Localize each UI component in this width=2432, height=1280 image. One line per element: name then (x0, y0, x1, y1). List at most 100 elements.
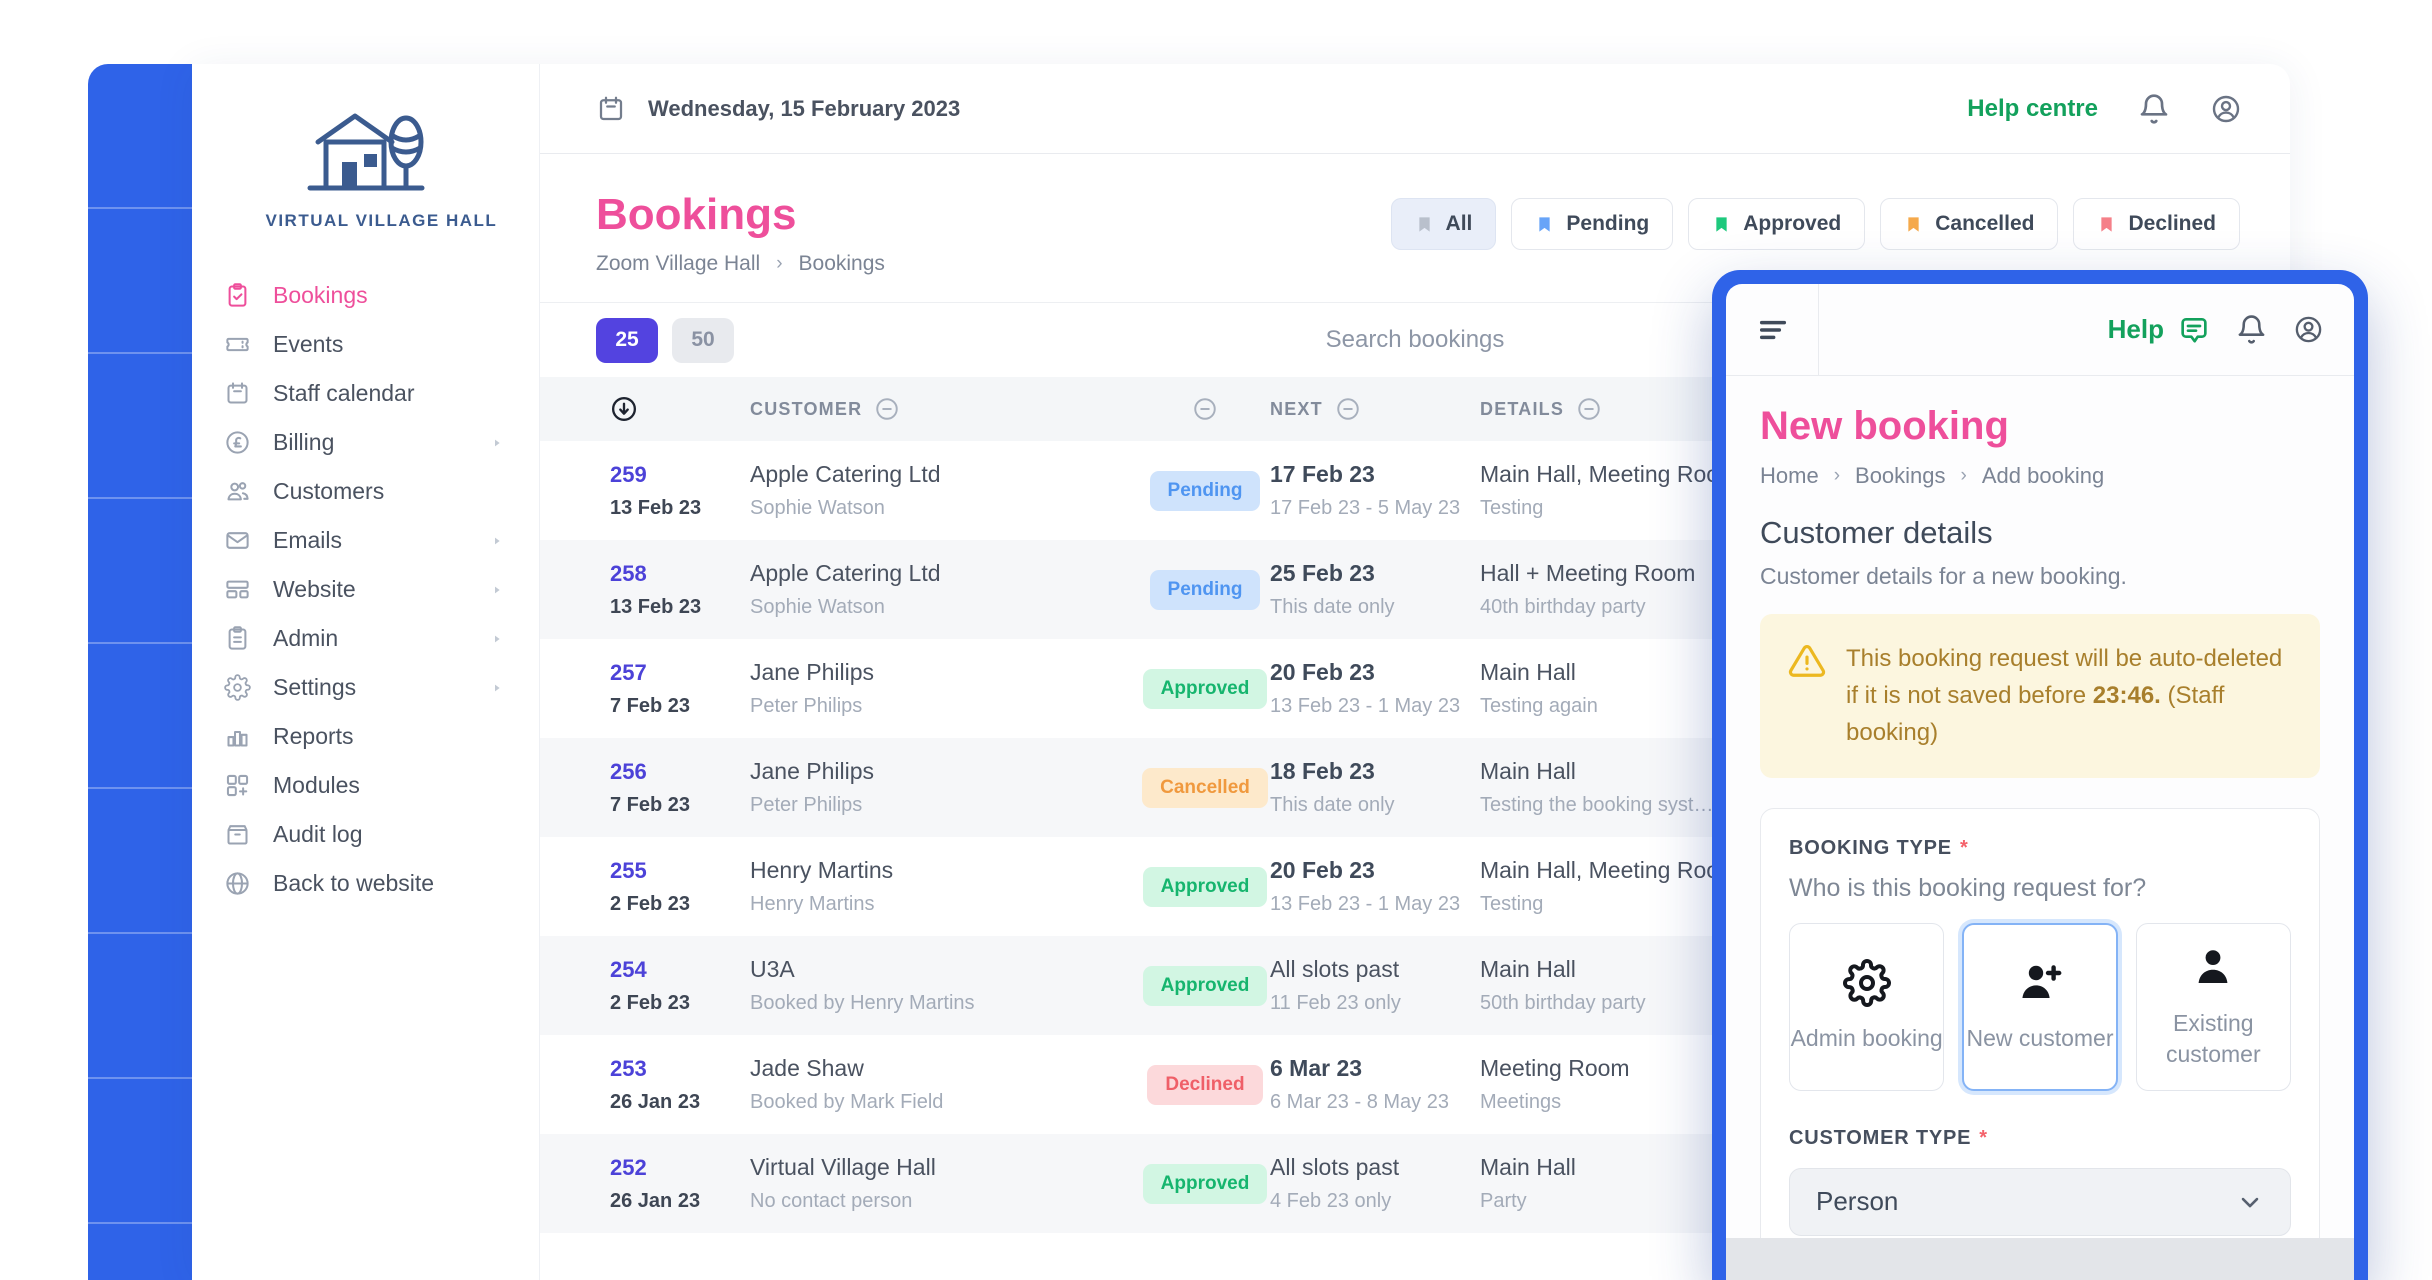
sort-down-icon[interactable] (610, 395, 638, 423)
booking-row-253[interactable]: 253 26 Jan 23 Jade Shaw Booked by Mark Fiel… (540, 1035, 2290, 1134)
customer-cell: Henry Martins Henry Martins (750, 857, 1140, 917)
sidebar-item-audit-log[interactable]: Audit log (192, 810, 539, 859)
filter-chip-approved[interactable]: Approved (1688, 198, 1866, 250)
sidebar-item-customers[interactable]: Customers (192, 467, 539, 516)
details-note: Meetings (1480, 1091, 1562, 1114)
filter-chip-all[interactable]: All (1390, 198, 1497, 250)
booking-id[interactable]: 254 (610, 956, 647, 982)
details-note: Testing (1480, 893, 1544, 916)
details-rooms: Main Hall (1480, 658, 1576, 685)
booking-id[interactable]: 253 (610, 1055, 647, 1081)
required-asterisk: * (1979, 1126, 1988, 1149)
booking-created-date: 2 Feb 23 (610, 892, 691, 915)
breadcrumb-separator: › (1960, 465, 1967, 486)
booking-id-cell: 254 2 Feb 23 (610, 957, 750, 1015)
booking-id[interactable]: 255 (610, 857, 647, 883)
next-date: 18 Feb 23 (1270, 757, 1375, 784)
booking-type-option-admin-booking[interactable]: Admin booking (1789, 922, 1945, 1091)
booking-row-255[interactable]: 255 2 Feb 23 Henry Martins Henry Martins App… (540, 837, 2290, 936)
section-title: Customer details (1760, 515, 1993, 550)
breadcrumb-item[interactable]: Bookings (798, 252, 885, 275)
chevron-down-icon (2236, 1188, 2264, 1216)
calendar-icon (596, 94, 626, 124)
collapse-column-icon[interactable] (1335, 396, 1361, 422)
filter-chip-label: All (1445, 212, 1473, 235)
collapse-column-icon[interactable] (1576, 396, 1602, 422)
breadcrumb-item[interactable]: Zoom Village Hall (596, 252, 761, 275)
status-badge: Approved (1142, 668, 1268, 709)
sidebar-item-emails[interactable]: Emails (192, 516, 539, 565)
customer-type-select[interactable]: Person (1789, 1167, 2291, 1236)
breadcrumb-item[interactable]: Bookings (1855, 463, 1946, 488)
sidebar-item-admin[interactable]: Admin (192, 614, 539, 663)
booking-id-cell: 255 2 Feb 23 (610, 858, 750, 916)
booking-id[interactable]: 257 (610, 659, 647, 685)
help-centre-link[interactable]: Help centre (1967, 94, 2098, 122)
booking-created-date: 13 Feb 23 (610, 595, 702, 618)
account-icon[interactable] (2210, 93, 2242, 125)
booking-id-cell: 256 7 Feb 23 (610, 759, 750, 817)
next-range: 17 Feb 23 - 5 May 23 (1270, 497, 1461, 520)
account-icon[interactable] (2293, 314, 2324, 345)
panel-footer-strip (1726, 1238, 2354, 1280)
sidebar-item-website[interactable]: Website (192, 565, 539, 614)
breadcrumb-item[interactable]: Add booking (1981, 463, 2105, 488)
filter-chip-pending[interactable]: Pending (1511, 198, 1674, 250)
breadcrumb: Zoom Village Hall › Bookings (596, 252, 2240, 276)
booking-type-options: Admin booking New customer Existing custom… (1789, 922, 2291, 1091)
collapse-column-icon[interactable] (874, 396, 900, 422)
customer-name: Apple Catering Ltd (750, 559, 941, 586)
bell-icon[interactable] (2236, 314, 2267, 345)
customer-cell: U3A Booked by Henry Martins (750, 956, 1140, 1016)
next-date: 6 Mar 23 (1270, 1054, 1363, 1081)
customer-name: U3A (750, 955, 795, 982)
sidebar-item-staff-calendar[interactable]: Staff calendar (192, 369, 539, 418)
ticket-icon (224, 331, 251, 358)
page-size-25-button[interactable]: 25 (596, 317, 658, 363)
page-size-50-button[interactable]: 50 (672, 317, 734, 363)
panel-breadcrumb: Home › Bookings › Add booking (1760, 463, 2320, 489)
topbar: Wednesday, 15 February 2023 Help centre (540, 64, 2290, 154)
menu-lines-icon[interactable] (1756, 313, 1790, 347)
customer-name: Jade Shaw (750, 1054, 864, 1081)
booking-id-cell: 259 13 Feb 23 (610, 462, 750, 520)
booking-row-257[interactable]: 257 7 Feb 23 Jane Philips Peter Philips Appr… (540, 639, 2290, 738)
next-range: 11 Feb 23 only (1270, 992, 1401, 1015)
sidebar: VIRTUAL VILLAGE HALL Bookings Events Staff… (192, 64, 540, 1280)
filter-chip-cancelled[interactable]: Cancelled (1880, 198, 2059, 250)
filter-chip-declined[interactable]: Declined (2073, 198, 2240, 250)
column-details: DETAILS (1480, 396, 2290, 422)
status-badge: Pending (1149, 470, 1261, 511)
sidebar-item-events[interactable]: Events (192, 320, 539, 369)
sidebar-item-back-to-website[interactable]: Back to website (192, 859, 539, 908)
submenu-arrow-icon (489, 680, 505, 696)
collapse-column-icon[interactable] (1192, 396, 1218, 422)
logo: VIRTUAL VILLAGE HALL (265, 100, 498, 231)
booking-type-option-new-customer[interactable]: New customer (1962, 922, 2118, 1091)
help-link[interactable]: Help (2107, 314, 2164, 344)
booking-id[interactable]: 252 (610, 1154, 647, 1180)
filter-chip-label: Pending (1566, 212, 1650, 235)
breadcrumb-item[interactable]: Home (1760, 463, 1819, 488)
sidebar-item-label: Billing (273, 429, 335, 455)
section-subtitle: Customer details for a new booking. (1760, 563, 2127, 589)
details-note: Testing the booking syste... (1480, 794, 1720, 817)
required-asterisk: * (1959, 836, 1969, 859)
booking-id[interactable]: 259 (610, 461, 647, 487)
sidebar-item-label: Emails (273, 527, 343, 553)
sidebar-item-bookings[interactable]: Bookings (192, 271, 539, 320)
bell-icon[interactable] (2138, 93, 2170, 125)
chat-bubble-icon[interactable] (2178, 314, 2210, 346)
booking-id[interactable]: 256 (610, 758, 647, 784)
status-cell: Approved (1140, 1163, 1270, 1204)
booking-id[interactable]: 258 (610, 560, 647, 586)
booking-type-option-existing-customer[interactable]: Existing customer (2135, 922, 2291, 1091)
sidebar-item-billing[interactable]: Billing (192, 418, 539, 467)
sidebar-item-reports[interactable]: Reports (192, 712, 539, 761)
sidebar-item-settings[interactable]: Settings (192, 663, 539, 712)
sidebar-item-label: Admin (273, 625, 339, 651)
sidebar-item-modules[interactable]: Modules (192, 761, 539, 810)
logo-title: VIRTUAL VILLAGE HALL (265, 211, 498, 230)
next-range: 13 Feb 23 - 1 May 23 (1270, 893, 1461, 916)
booking-row-259[interactable]: 259 13 Feb 23 Apple Catering Ltd Sophie Wat… (540, 441, 2290, 540)
